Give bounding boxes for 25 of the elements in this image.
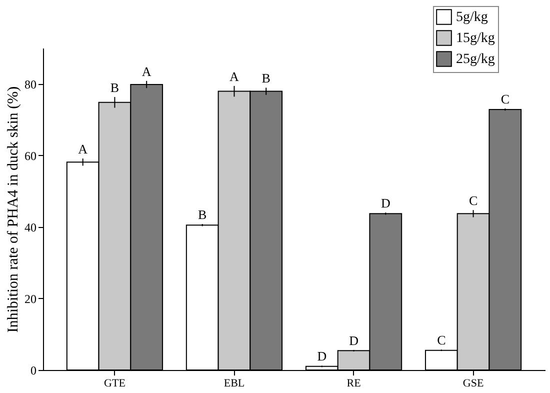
legend-label: 15g/kg (456, 31, 495, 46)
y-tick-label: 0 (30, 364, 36, 378)
x-tick-label: GTE (104, 378, 126, 390)
data-label: D (317, 348, 327, 364)
data-label: D (380, 196, 390, 211)
data-label: B (110, 80, 120, 96)
y-axis-title: Inhibition rate of PHA4 in duck skin (%) (6, 86, 22, 333)
data-label: A (78, 142, 88, 157)
data-label: C (437, 332, 446, 348)
y-tick-label: 80 (24, 77, 36, 92)
y-tick-label: 60 (24, 148, 36, 163)
y-tick-label: 20 (24, 292, 36, 306)
data-label: C (468, 193, 478, 208)
data-label: B (262, 70, 271, 86)
data-label: B (198, 207, 208, 222)
y-tick-label: 40 (24, 220, 36, 234)
x-tick-label: RE (346, 378, 362, 390)
data-label: A (142, 64, 152, 79)
legend-label: 25g/kg (456, 52, 495, 67)
x-tick-label: GSE (462, 378, 484, 390)
data-label: D (349, 332, 358, 348)
x-tick-label: EBL (224, 378, 245, 390)
data-label: C (500, 91, 510, 106)
legend-label: 5g/kg (456, 10, 488, 25)
data-label: A (230, 68, 240, 84)
